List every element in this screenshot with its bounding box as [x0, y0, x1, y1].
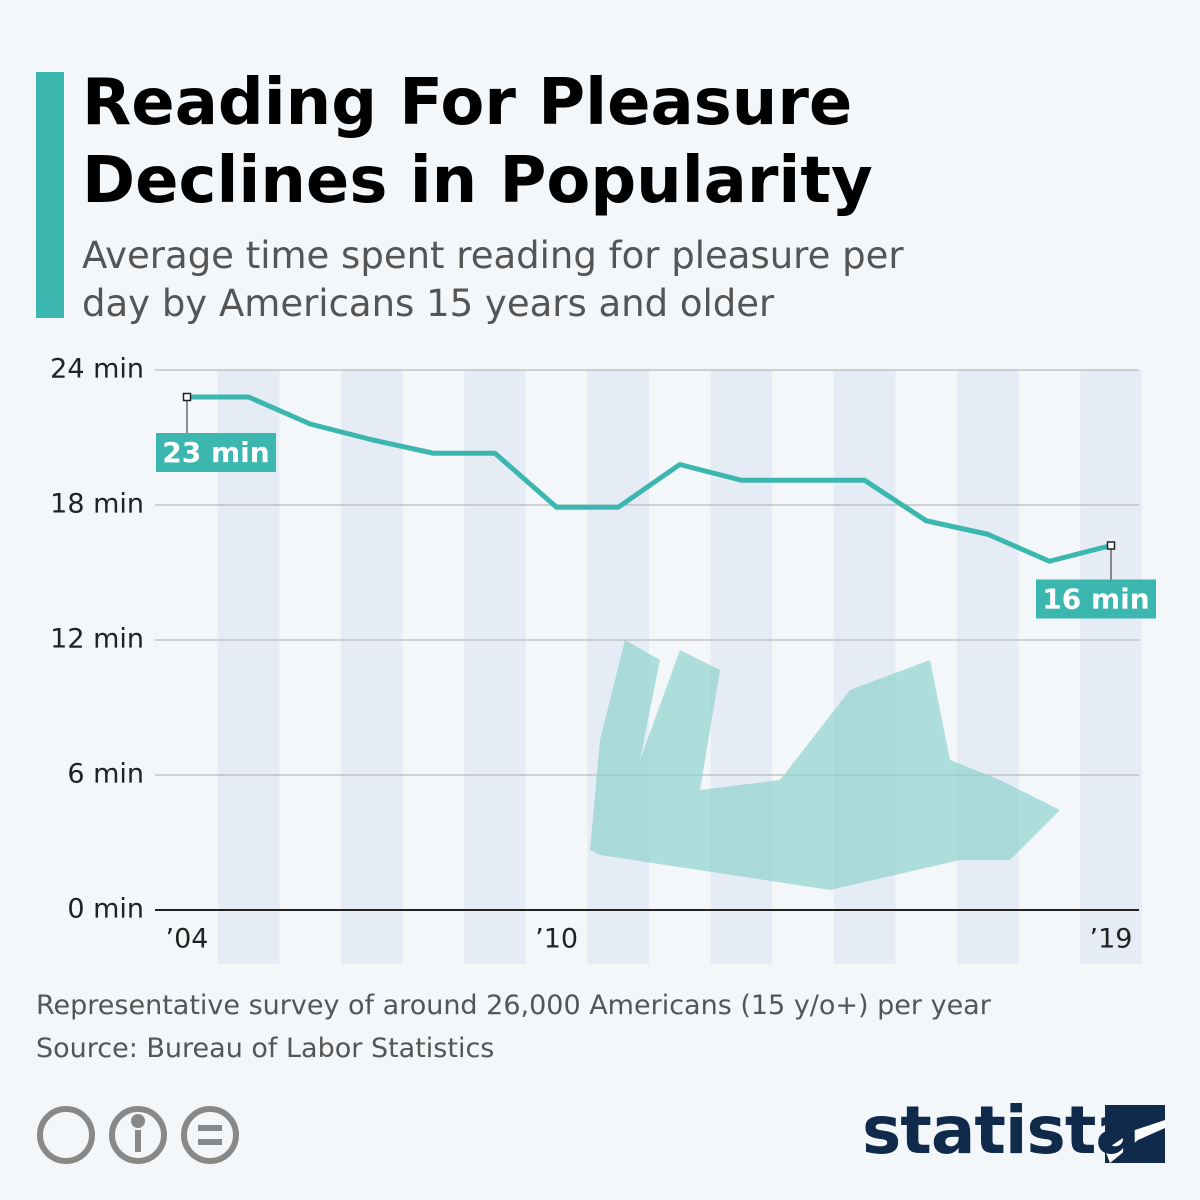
y-tick-label: 24 min [50, 354, 144, 385]
icons [37, 1106, 239, 1164]
stripe [464, 370, 526, 964]
subtitle: Average time spent reading for pleasure … [82, 234, 904, 325]
value-label: 23 min [162, 436, 269, 469]
x-tick-label: ’04 [166, 924, 209, 955]
illustration [590, 640, 1060, 890]
x-tick-label: ’19 [1090, 924, 1133, 955]
line [187, 394, 1112, 564]
y-tick-label: 18 min [50, 489, 144, 520]
stripe [957, 370, 1019, 964]
logo-mark [1105, 1105, 1165, 1163]
note: Representative survey of around 26,000 A… [36, 990, 991, 1021]
x-tick-label: ’10 [535, 924, 578, 955]
accent-bar [36, 72, 64, 318]
source: Source: Bureau of Labor Statistics [36, 1033, 495, 1064]
stripe [1080, 370, 1142, 964]
y-tick-label: 0 min [67, 894, 144, 925]
stripe [341, 370, 403, 964]
marker [182, 392, 192, 402]
value-label: 16 min [1042, 583, 1149, 616]
title: Reading For Pleasure Declines in Popular… [82, 66, 873, 218]
marker [1106, 541, 1116, 550]
label-box [1036, 579, 1156, 619]
label-box [156, 433, 276, 472]
y-tick-label: 6 min [67, 759, 144, 790]
brand: statista [862, 1092, 1140, 1169]
y-tick-label: 12 min [50, 624, 144, 655]
